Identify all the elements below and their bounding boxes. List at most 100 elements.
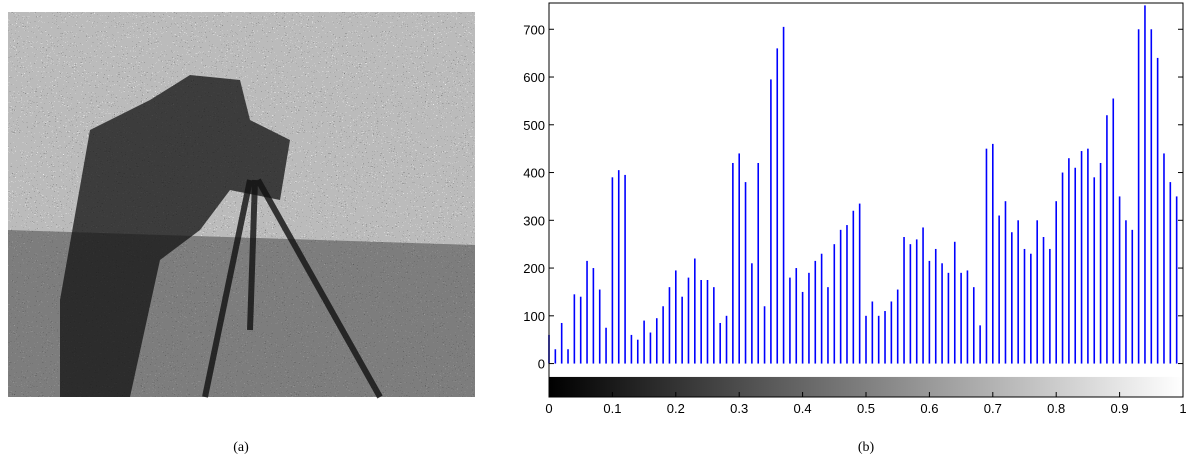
- bar: [567, 349, 569, 364]
- bar: [814, 260, 817, 364]
- x-tick-label: 0.8: [1047, 401, 1065, 416]
- bar: [1074, 167, 1077, 364]
- bar: [763, 306, 766, 364]
- bar: [738, 153, 740, 364]
- bar: [706, 279, 709, 364]
- bar: [1137, 29, 1140, 364]
- bar: [1011, 232, 1013, 364]
- y-tick-label: 600: [523, 70, 545, 85]
- bar: [1144, 5, 1146, 364]
- bar: [700, 279, 702, 364]
- bar: [598, 289, 601, 364]
- x-tick-label: 0: [545, 401, 552, 416]
- x-tick-label: 0.5: [857, 401, 875, 416]
- bar: [992, 143, 994, 364]
- bar: [592, 268, 595, 364]
- bar: [928, 260, 931, 364]
- bar: [896, 289, 899, 364]
- bar: [694, 258, 696, 364]
- bar: [1023, 248, 1026, 364]
- bar: [776, 48, 779, 364]
- bar: [941, 263, 943, 364]
- bar: [808, 272, 810, 364]
- bar: [960, 272, 962, 364]
- bar: [554, 349, 557, 364]
- bar: [871, 301, 874, 364]
- bar: [751, 263, 753, 364]
- bar: [890, 301, 893, 364]
- bar: [579, 296, 582, 364]
- bar: [852, 210, 855, 364]
- noisy-image: [8, 12, 475, 399]
- bar: [586, 260, 588, 364]
- bar: [884, 311, 886, 364]
- caption: (a): [233, 440, 249, 455]
- bar: [1017, 220, 1019, 364]
- y-tick-label: 400: [523, 166, 545, 181]
- bar: [1175, 196, 1178, 364]
- bar: [801, 291, 804, 364]
- bar: [675, 270, 677, 364]
- bar: [915, 239, 918, 364]
- bar: [617, 170, 620, 364]
- y-tick-label: 700: [523, 22, 545, 37]
- bar: [611, 177, 614, 364]
- bar: [820, 253, 823, 364]
- bar: [858, 203, 861, 364]
- bar: [630, 334, 633, 364]
- bar: [947, 272, 950, 364]
- bar: [560, 322, 563, 364]
- bar: [681, 296, 683, 364]
- bar: [605, 327, 607, 364]
- bar: [624, 174, 626, 364]
- bar: [757, 162, 760, 364]
- x-tick-label: 0.4: [794, 401, 812, 416]
- bar: [1131, 229, 1134, 364]
- bar: [573, 294, 576, 364]
- bar: [782, 26, 785, 364]
- bar: [865, 315, 867, 364]
- bar: [877, 315, 880, 364]
- bar: [1163, 153, 1165, 364]
- bar: [909, 244, 912, 364]
- bar: [1042, 237, 1045, 364]
- bar: [1156, 57, 1159, 364]
- bar: [744, 182, 747, 364]
- bar: [643, 320, 645, 364]
- bar: [922, 227, 924, 364]
- plot-frame: [548, 2, 1184, 398]
- x-tick-label: 0.1: [603, 401, 621, 416]
- y-tick-label: 500: [523, 118, 545, 133]
- bar: [789, 277, 791, 364]
- bar: [713, 287, 715, 364]
- bar: [1030, 253, 1032, 364]
- bar: [770, 79, 772, 364]
- bar: [662, 306, 664, 364]
- bar: [1087, 148, 1089, 364]
- bar: [827, 287, 829, 364]
- bar: [1125, 220, 1127, 364]
- y-tick-label: 200: [523, 261, 545, 276]
- colorbar: [549, 376, 1183, 397]
- bar: [833, 244, 836, 364]
- bar: [1080, 151, 1083, 364]
- bar: [846, 225, 848, 364]
- y-tick-label: 100: [523, 309, 545, 324]
- caption: (b): [858, 440, 875, 455]
- bar: [1099, 162, 1102, 364]
- bar: [636, 339, 639, 364]
- bar: [1068, 158, 1070, 364]
- bar: [1112, 98, 1115, 364]
- y-tick-label: 0: [538, 357, 545, 372]
- bar: [649, 332, 652, 364]
- bar: [1093, 177, 1096, 364]
- x-tick-label: 0.6: [920, 401, 938, 416]
- x-tick-label: 0.3: [730, 401, 748, 416]
- bar: [655, 318, 658, 364]
- x-tick-label: 0.2: [667, 401, 685, 416]
- bar: [953, 241, 956, 364]
- bar: [998, 215, 1000, 364]
- bar: [1169, 182, 1172, 364]
- bar: [903, 237, 905, 364]
